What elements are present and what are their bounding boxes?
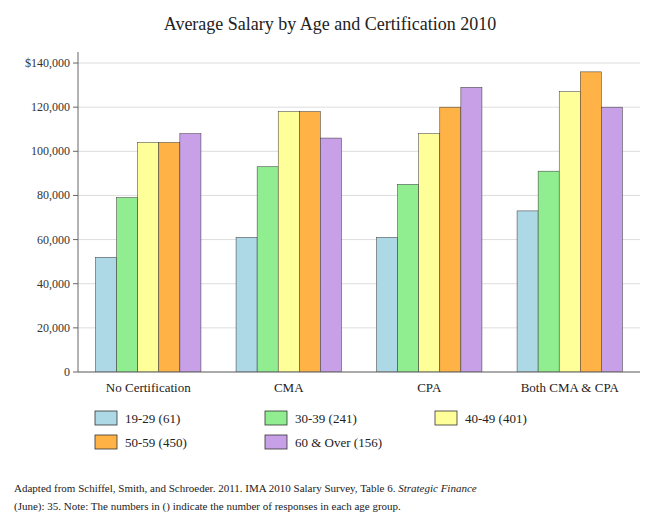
bar [278, 112, 299, 372]
legend-label: 50-59 (450) [125, 435, 187, 450]
tick-mark [73, 283, 78, 284]
footnote: Adapted from Schiffel, Smith, and Schroe… [14, 482, 477, 513]
legend-label: 60 & Over (156) [295, 435, 382, 450]
tick-label: 60,000 [37, 233, 70, 247]
axis-line [78, 52, 79, 372]
bar [601, 107, 622, 372]
tick-label: 0 [64, 365, 70, 379]
tick-label: CMA [274, 380, 304, 395]
tick-mark [73, 239, 78, 240]
bar [117, 198, 138, 372]
grid-line [78, 63, 640, 64]
footnote-text: Strategic Finance [398, 482, 477, 494]
tick-label: 100,000 [31, 144, 70, 158]
chart: Average Salary by Age and Certification … [0, 0, 660, 530]
bar [299, 112, 320, 372]
tick-mark [73, 151, 78, 152]
bar [419, 134, 440, 372]
legend: 19-29 (61) 30-39 (241) 40-49 (401) 50-59 (4… [95, 411, 527, 450]
tick-mark [73, 372, 78, 373]
title: Average Salary by Age and Certification … [164, 14, 497, 34]
bar [461, 87, 482, 372]
tick-mark [73, 195, 78, 196]
bars [96, 72, 623, 372]
bar [580, 72, 601, 372]
grid-line [78, 107, 640, 108]
bar [398, 184, 419, 372]
legend-swatch [265, 411, 287, 425]
legend-label: 40-49 (401) [465, 411, 527, 426]
tick-label: No Certification [106, 380, 191, 395]
footnote-line: Adapted from Schiffel, Smith, and Schroe… [14, 482, 477, 494]
tick-label: 20,000 [37, 321, 70, 335]
tick-label: 40,000 [37, 277, 70, 291]
bar [440, 107, 461, 372]
tick-mark [73, 327, 78, 328]
tick-label: $140,000 [25, 56, 70, 70]
footnote-text: Adapted from Schiffel, Smith, and Schroe… [14, 482, 398, 494]
bar [257, 167, 278, 372]
bar [559, 92, 580, 372]
bar [236, 237, 257, 372]
bar [517, 211, 538, 372]
axis-line [78, 372, 640, 373]
tick-label: 120,000 [31, 100, 70, 114]
legend-label: 19-29 (61) [125, 411, 180, 426]
legend-swatch [265, 435, 287, 449]
bar [96, 257, 117, 372]
x-axis: No Certification CMA CPA Both CMA & CPA [78, 372, 640, 395]
legend-swatch [435, 411, 457, 425]
legend-swatch [95, 411, 117, 425]
tick-label: Both CMA & CPA [521, 380, 620, 395]
bar [159, 142, 180, 372]
tick-mark [73, 63, 78, 64]
tick-mark [73, 107, 78, 108]
grid-line [78, 372, 640, 373]
bar [138, 142, 159, 372]
bar [538, 171, 559, 372]
y-axis: 0 20,000 40,000 60,000 80,000 100,000 120,000 $… [25, 52, 640, 379]
tick-label: CPA [417, 380, 442, 395]
bar [180, 134, 201, 372]
bar [320, 138, 341, 372]
legend-swatch [95, 435, 117, 449]
legend-label: 30-39 (241) [295, 411, 357, 426]
footnote-text: (June): 35. Note: The numbers in () indi… [14, 500, 401, 513]
bar [377, 237, 398, 372]
tick-label: 80,000 [37, 188, 70, 202]
